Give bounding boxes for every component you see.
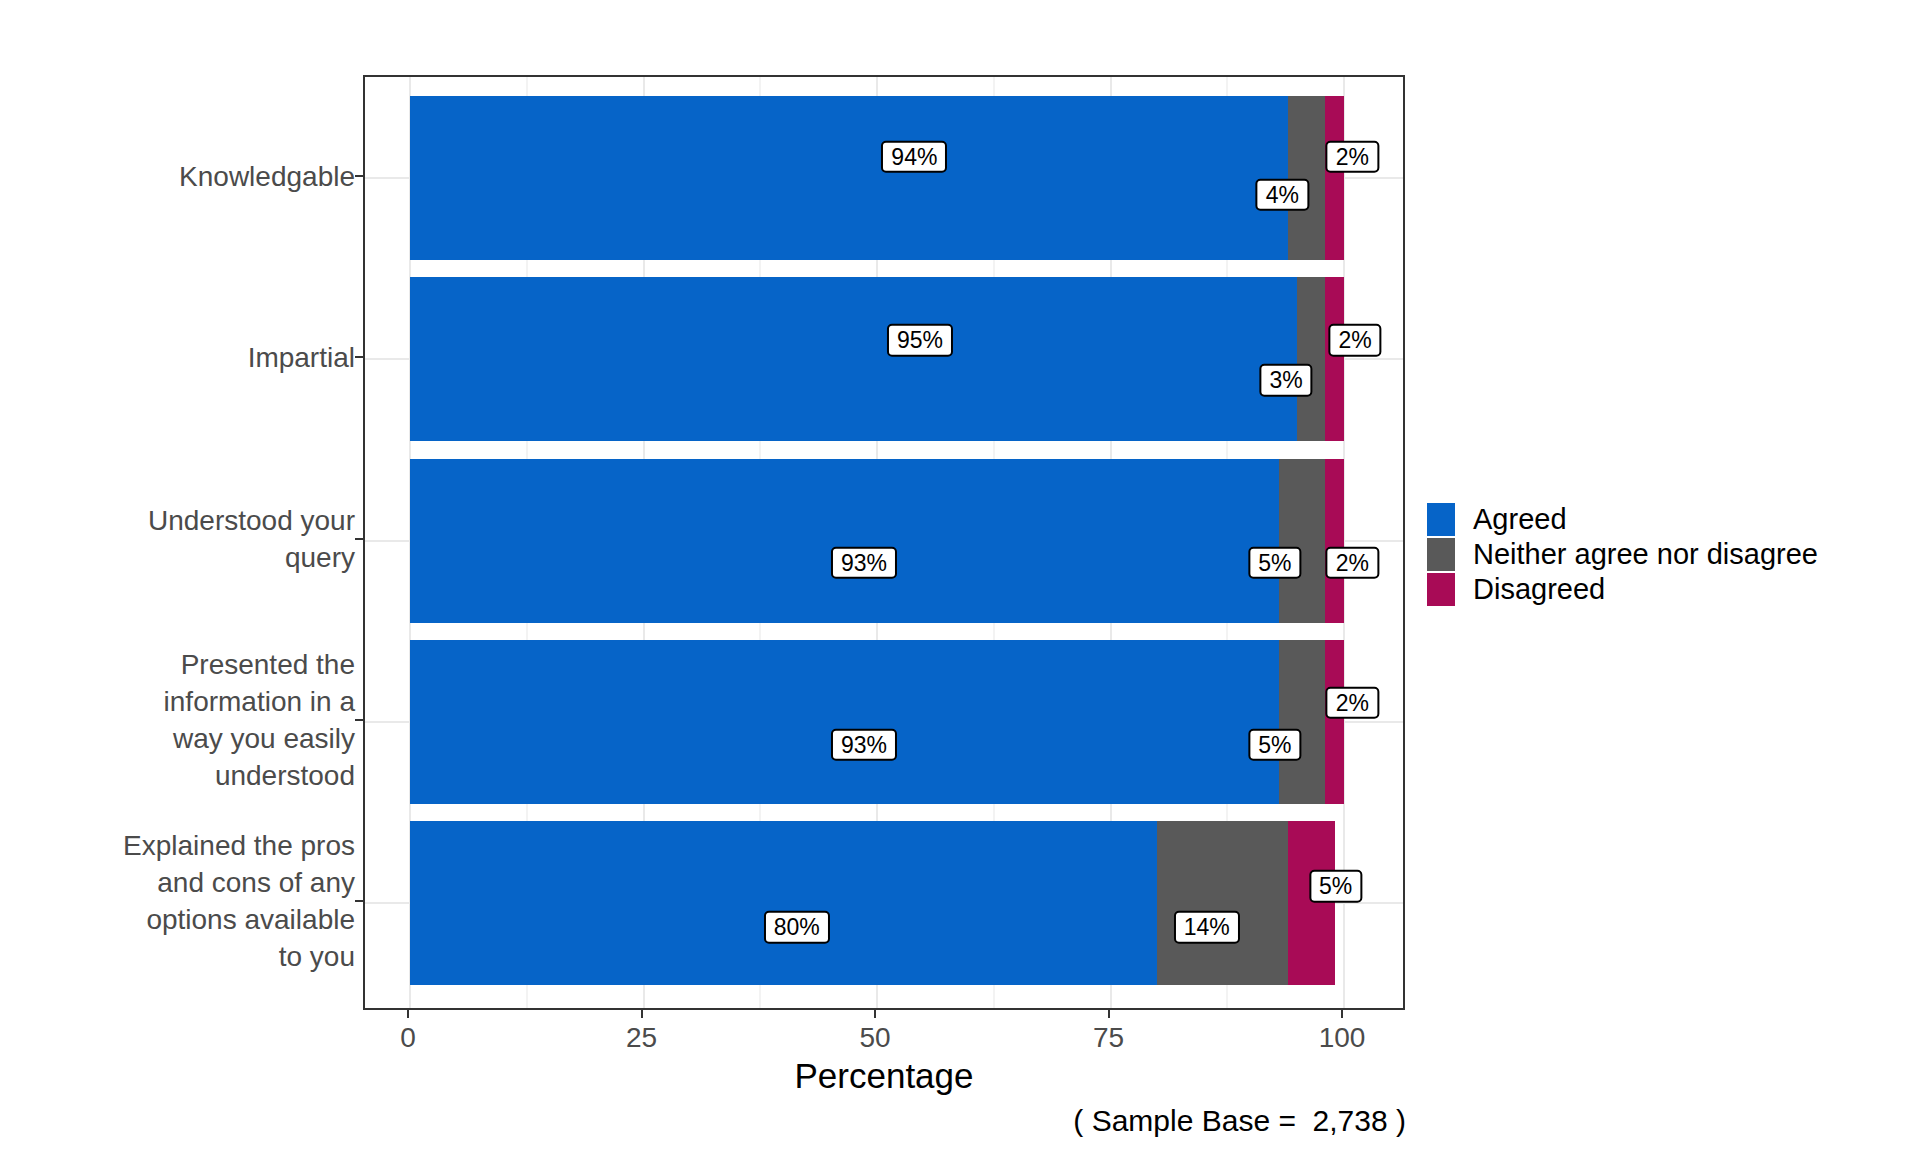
x-axis-tick — [407, 1010, 409, 1018]
legend-key-swatch — [1427, 573, 1455, 606]
legend-key-swatch — [1427, 503, 1455, 536]
plot-panel: 94% 4% 2% 95% 3% 2% 93% 5% 2% 93% 5% 2% 80% 14% 5% — [363, 75, 1405, 1010]
x-axis-tick — [1341, 1010, 1343, 1018]
bar-segment-neither-agree-nor-disagree — [1157, 821, 1288, 985]
y-category-label: Impartial — [248, 339, 355, 376]
value-label: 14% — [1174, 911, 1240, 943]
value-label: 4% — [1256, 179, 1309, 211]
bar-row — [410, 96, 1344, 260]
value-label: 94% — [881, 141, 947, 173]
bar-row — [410, 821, 1335, 985]
value-label: 3% — [1259, 364, 1312, 396]
value-label: 2% — [1326, 546, 1379, 578]
bar-segment-agreed — [410, 277, 1297, 441]
x-tick-label: 75 — [1059, 1022, 1159, 1054]
value-label: 80% — [764, 911, 830, 943]
x-axis-tick — [641, 1010, 643, 1018]
bar-segment-disagreed — [1325, 640, 1344, 804]
value-label: 93% — [831, 546, 897, 578]
y-axis-tick — [355, 538, 363, 540]
bar-segment-agreed — [410, 821, 1157, 985]
bar-segment-disagreed — [1325, 459, 1344, 623]
legend-item-label: Disagreed — [1473, 573, 1605, 606]
legend-item: Disagreed — [1427, 573, 1818, 606]
y-axis-tick — [355, 900, 363, 902]
bar-segment-agreed — [410, 640, 1279, 804]
legend-item: Neither agree nor disagree — [1427, 538, 1818, 571]
bar-segment-agreed — [410, 459, 1279, 623]
bar-row — [410, 277, 1344, 441]
x-tick-label: 25 — [592, 1022, 692, 1054]
bar-row — [410, 640, 1344, 804]
x-tick-label: 0 — [358, 1022, 458, 1054]
y-category-label: Explained the pros and cons of any optio… — [123, 827, 355, 975]
value-label: 95% — [887, 324, 953, 356]
bar-segment-neither-agree-nor-disagree — [1279, 640, 1326, 804]
bar-segment-disagreed — [1325, 277, 1344, 441]
bar-segment-disagreed — [1288, 821, 1335, 985]
bar-segment-neither-agree-nor-disagree — [1279, 459, 1326, 623]
stacked-bar-chart-figure: 94% 4% 2% 95% 3% 2% 93% 5% 2% 93% 5% 2% 80% 14% 5% Kno… — [0, 0, 1920, 1152]
bar-segment-agreed — [410, 96, 1288, 260]
x-tick-label: 100 — [1292, 1022, 1392, 1054]
y-axis-tick — [355, 356, 363, 358]
legend: AgreedNeither agree nor disagreeDisagree… — [1427, 503, 1818, 608]
value-label: 2% — [1326, 687, 1379, 719]
value-label: 5% — [1309, 870, 1362, 902]
y-category-label: Knowledgable — [179, 158, 355, 195]
y-category-label: Understood your query — [148, 502, 355, 576]
x-axis-title: Percentage — [794, 1056, 973, 1096]
y-category-label: Presented the information in a way you e… — [164, 646, 355, 794]
value-label: 2% — [1329, 324, 1382, 356]
legend-key-swatch — [1427, 538, 1455, 571]
bar-segment-disagreed — [1325, 96, 1344, 260]
value-label: 93% — [831, 729, 897, 761]
y-axis-tick — [355, 175, 363, 177]
bar-row — [410, 459, 1344, 623]
x-axis-tick — [874, 1010, 876, 1018]
value-label: 5% — [1248, 546, 1301, 578]
legend-item-label: Agreed — [1473, 503, 1567, 536]
value-label: 2% — [1326, 141, 1379, 173]
sample-base-caption: ( Sample Base = 2,738 ) — [1073, 1104, 1406, 1138]
legend-item-label: Neither agree nor disagree — [1473, 538, 1818, 571]
legend-item: Agreed — [1427, 503, 1818, 536]
value-label: 5% — [1248, 729, 1301, 761]
x-axis-tick — [1108, 1010, 1110, 1018]
bar-segment-neither-agree-nor-disagree — [1297, 277, 1325, 441]
x-tick-label: 50 — [825, 1022, 925, 1054]
y-axis-tick — [355, 719, 363, 721]
